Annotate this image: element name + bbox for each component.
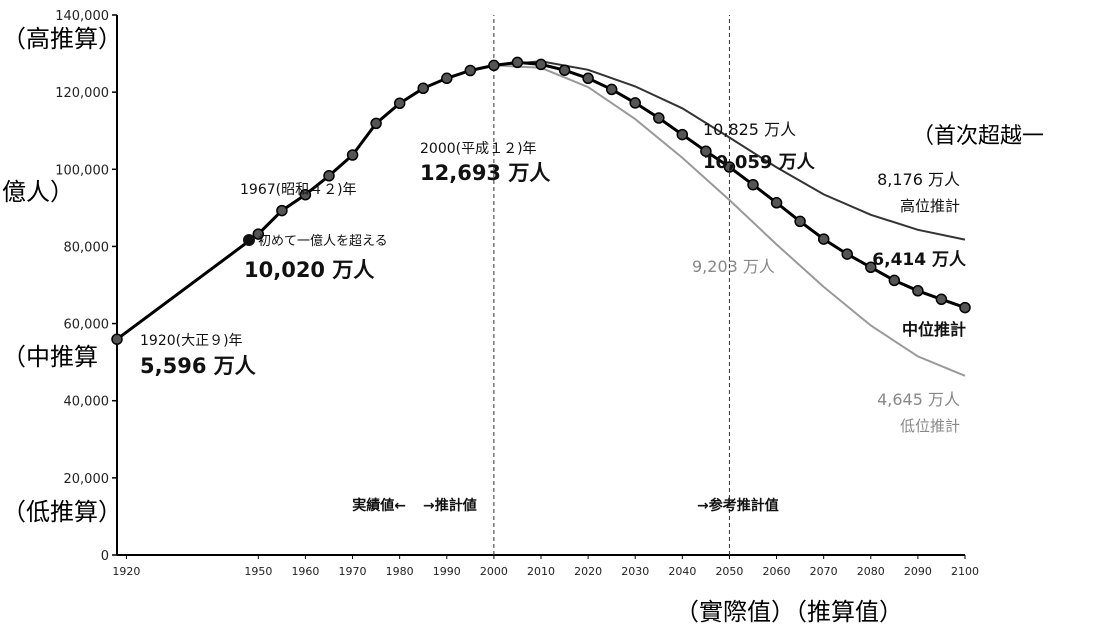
data-point <box>464 64 477 77</box>
annotation-1967-note: 初めて一億人を超える <box>258 233 388 249</box>
annotation-low-label: 低位推計 <box>900 417 960 435</box>
annotation-mid-2050: 10,059 万人 <box>703 152 816 173</box>
y-tick-label: 100,000 <box>55 163 109 178</box>
series-points <box>111 56 971 345</box>
data-point <box>111 333 123 345</box>
x-tick-label: 2080 <box>857 565 885 578</box>
data-point <box>299 188 312 201</box>
data-point <box>441 72 453 85</box>
annotation-1967-value: 10,020 万人 <box>244 258 374 282</box>
x-tick-label: 1990 <box>433 565 461 578</box>
annotation-high-2050: 10,825 万人 <box>703 120 796 139</box>
annotation-reference: →参考推計值 <box>697 497 779 514</box>
data-point <box>841 248 853 260</box>
x-tick-label: 1950 <box>244 565 272 578</box>
annotation-estimate: →推計値 <box>423 497 477 514</box>
annotation-mid-2100: 6,414 万人 <box>872 250 967 270</box>
marker-lines <box>493 15 730 555</box>
y-tick-label: 20,000 <box>64 472 110 487</box>
data-point <box>770 197 783 209</box>
y-tick-label: 140,000 <box>55 9 109 24</box>
annotation-low-2050: 9,203 万人 <box>692 257 775 276</box>
annotation-low-2100: 4,645 万人 <box>877 390 960 409</box>
data-point <box>370 117 382 130</box>
overlay-low: （低推算） <box>2 498 122 526</box>
y-tick-label: 40,000 <box>64 395 110 410</box>
data-point <box>794 215 806 228</box>
data-point <box>252 228 265 240</box>
series-lines <box>116 60 966 377</box>
overlay-labels: （高推算） 億人） （中推算 （低推算） （首次超越一 （實際值）（推算值） <box>2 25 1044 626</box>
data-point <box>700 145 712 157</box>
y-tick-label: 120,000 <box>55 86 109 101</box>
data-point <box>582 72 594 85</box>
data-point <box>629 97 641 109</box>
data-point <box>935 293 948 306</box>
data-point <box>676 128 689 141</box>
overlay-mid: （中推算 <box>2 343 98 371</box>
data-point <box>323 170 335 182</box>
x-tick-label: 2010 <box>527 565 555 578</box>
data-point <box>653 112 665 124</box>
data-point <box>511 56 524 69</box>
overlay-high: （高推算） <box>2 25 122 53</box>
y-tick-label: 60,000 <box>64 318 110 333</box>
series-line-2 <box>493 64 966 377</box>
x-tick-label: 2070 <box>810 565 838 578</box>
data-point <box>959 301 971 314</box>
overlay-billion: 億人） <box>2 178 74 206</box>
overlay-actual-estimate: （實際值）（推算值） <box>675 598 903 626</box>
annotation-1967-bullet <box>243 234 255 246</box>
annotation-2000-value: 12,693 万人 <box>420 161 550 185</box>
x-tick-label: 2040 <box>668 565 696 578</box>
x-tick-label: 2020 <box>574 565 602 578</box>
annotation-high-2100: 8,176 万人 <box>877 170 960 189</box>
x-tick-label: 2050 <box>715 565 743 578</box>
x-tick-label: 1980 <box>386 565 414 578</box>
data-point <box>535 58 547 71</box>
annotation-high-label: 高位推計 <box>900 197 960 215</box>
annotations: 1920(大正９)年 5,596 万人 1967(昭和４２)年 初めて一億人を超… <box>140 120 967 514</box>
data-point <box>888 274 901 287</box>
x-tick-label: 2060 <box>763 565 791 578</box>
data-point <box>912 285 924 297</box>
x-tick-label: 2100 <box>951 565 979 578</box>
data-point <box>558 64 571 76</box>
data-point <box>276 204 288 217</box>
data-point <box>417 82 429 95</box>
axes: 0 20,000 40,000 60,000 80,000 100,000 120,000 1… <box>55 9 979 578</box>
data-point <box>865 261 877 274</box>
x-tick-label: 2090 <box>904 565 932 578</box>
y-tick-label: 0 <box>101 549 109 564</box>
annotation-1920-year: 1920(大正９)年 <box>140 333 243 349</box>
data-point <box>393 97 406 110</box>
data-point <box>817 233 830 245</box>
annotation-2000-year: 2000(平成１２)年 <box>420 141 537 157</box>
annotation-1920-value: 5,596 万人 <box>140 354 256 378</box>
series-line-1 <box>493 60 966 241</box>
x-tick-label: 2000 <box>480 565 508 578</box>
x-tick-label: 2030 <box>621 565 649 578</box>
annotation-mid-label: 中位推計 <box>902 320 966 339</box>
overlay-first-exceed: （首次超越一 <box>912 124 1044 149</box>
annotation-actual: 実績値← <box>352 497 406 514</box>
data-point <box>488 59 500 72</box>
data-point <box>747 178 759 191</box>
annotation-1967-year: 1967(昭和４２)年 <box>240 182 357 198</box>
y-tick-label: 80,000 <box>64 240 110 255</box>
data-point <box>346 149 359 161</box>
data-point <box>605 83 618 96</box>
x-tick-label: 1970 <box>339 565 367 578</box>
x-tick-label: 1960 <box>291 565 319 578</box>
data-point <box>723 161 736 173</box>
x-tick-label: 1920 <box>112 565 140 578</box>
